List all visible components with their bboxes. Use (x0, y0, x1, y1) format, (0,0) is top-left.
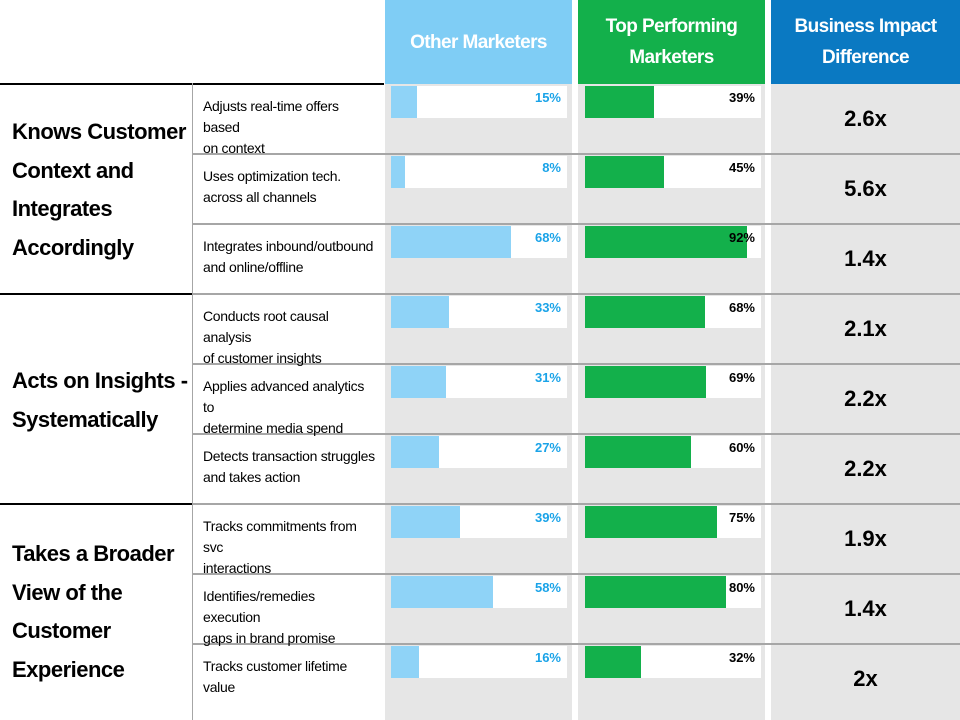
business-impact-value: 1.4x (844, 246, 887, 271)
other-marketers-bar (391, 156, 406, 188)
group-label-customer-context: Knows Customer Context and Integrates Ac… (12, 119, 186, 260)
business-impact-value: 2.6x (844, 106, 887, 131)
other-marketers-value: 33% (534, 300, 561, 315)
other-bar-track: 15% (391, 86, 567, 118)
other-marketers-header: Other Marketers (385, 0, 572, 84)
row-divider (192, 363, 960, 365)
other-marketers-value: 16% (534, 650, 561, 665)
business-impact-value: 2.2x (844, 456, 887, 481)
row-label: Adjusts real-time offers based on contex… (203, 98, 339, 156)
other-marketers-bar (391, 366, 446, 398)
row-divider (192, 223, 960, 225)
other-bar-track: 27% (391, 436, 567, 468)
other-marketers-value: 8% (542, 160, 561, 175)
top-performers-value: 32% (728, 650, 755, 665)
other-bar-track: 68% (391, 226, 567, 258)
top-performers-bar (585, 506, 717, 538)
row-divider (192, 503, 960, 505)
row-label: Tracks customer lifetime value (203, 658, 347, 695)
top-bar-track: 68% (585, 296, 761, 328)
top-bar-track: 69% (585, 366, 761, 398)
top-bar-track: 80% (585, 576, 761, 608)
business-impact-value: 1.9x (844, 526, 887, 551)
top-bar-track: 45% (585, 156, 761, 188)
other-marketers-bar (391, 506, 460, 538)
other-bar-track: 33% (391, 296, 567, 328)
row-label: Applies advanced analytics to determine … (203, 378, 365, 436)
top-bar-track: 92% (585, 226, 761, 258)
row-divider-vertical (192, 83, 193, 720)
top-performers-bar (585, 156, 665, 188)
top-bar-track: 75% (585, 506, 761, 538)
business-impact-value: 1.4x (844, 596, 887, 621)
other-bar-track: 58% (391, 576, 567, 608)
top-bar-track: 60% (585, 436, 761, 468)
top-performers-header: Top Performing Marketers (578, 0, 765, 84)
business-impact-value: 2.1x (844, 316, 887, 341)
top-performers-value: 80% (728, 580, 755, 595)
top-performers-bar (585, 646, 642, 678)
row-label: Uses optimization tech. across all chann… (203, 168, 341, 205)
top-bar-track: 39% (585, 86, 761, 118)
top-performers-bar (585, 296, 705, 328)
group-label-customer-experience: Takes a Broader View of the Customer Exp… (12, 541, 175, 682)
other-marketers-bar (391, 646, 420, 678)
other-marketers-bar (391, 226, 511, 258)
group-label-insights: Acts on Insights - Systematically (12, 368, 188, 432)
business-impact-header: Business Impact Difference (771, 0, 960, 84)
top-performers-value: 92% (728, 230, 755, 245)
top-performers-value: 69% (728, 370, 755, 385)
other-bar-track: 39% (391, 506, 567, 538)
row-divider (192, 433, 960, 435)
other-marketers-panel (385, 84, 572, 720)
top-performers-bar (585, 436, 691, 468)
top-performers-bar (585, 226, 747, 258)
other-marketers-bar (391, 86, 418, 118)
top-performers-panel (578, 84, 765, 720)
row-label: Integrates inbound/outbound and online/o… (203, 238, 374, 275)
other-marketers-value: 68% (534, 230, 561, 245)
row-label: Tracks commitments from svc interactions (203, 518, 357, 576)
other-marketers-value: 58% (534, 580, 561, 595)
other-marketers-bar (391, 296, 450, 328)
row-label: Conducts root causal analysis of custome… (203, 308, 329, 366)
other-marketers-value: 39% (534, 510, 561, 525)
top-performers-bar (585, 576, 726, 608)
other-marketers-value: 27% (534, 440, 561, 455)
other-bar-track: 16% (391, 646, 567, 678)
impact-panel (771, 84, 960, 720)
top-bar-track: 32% (585, 646, 761, 678)
business-impact-value: 5.6x (844, 176, 887, 201)
row-label: Detects transaction struggles and takes … (203, 448, 375, 485)
row-divider (192, 643, 960, 645)
row-divider (192, 293, 960, 295)
top-performers-value: 75% (728, 510, 755, 525)
other-marketers-value: 31% (534, 370, 561, 385)
business-impact-value: 2.2x (844, 386, 887, 411)
row-divider (192, 153, 960, 155)
top-performers-value: 60% (728, 440, 755, 455)
other-marketers-value: 15% (534, 90, 561, 105)
top-performers-value: 45% (728, 160, 755, 175)
top-performers-bar (585, 366, 707, 398)
top-performers-value: 68% (728, 300, 755, 315)
top-performers-bar (585, 86, 654, 118)
other-marketers-bar (391, 436, 439, 468)
row-divider (192, 573, 960, 575)
row-label: Identifies/remedies execution gaps in br… (203, 588, 336, 646)
top-performers-value: 39% (728, 90, 755, 105)
other-bar-track: 31% (391, 366, 567, 398)
other-marketers-bar (391, 576, 494, 608)
other-bar-track: 8% (391, 156, 567, 188)
business-impact-value: 2x (853, 666, 878, 691)
